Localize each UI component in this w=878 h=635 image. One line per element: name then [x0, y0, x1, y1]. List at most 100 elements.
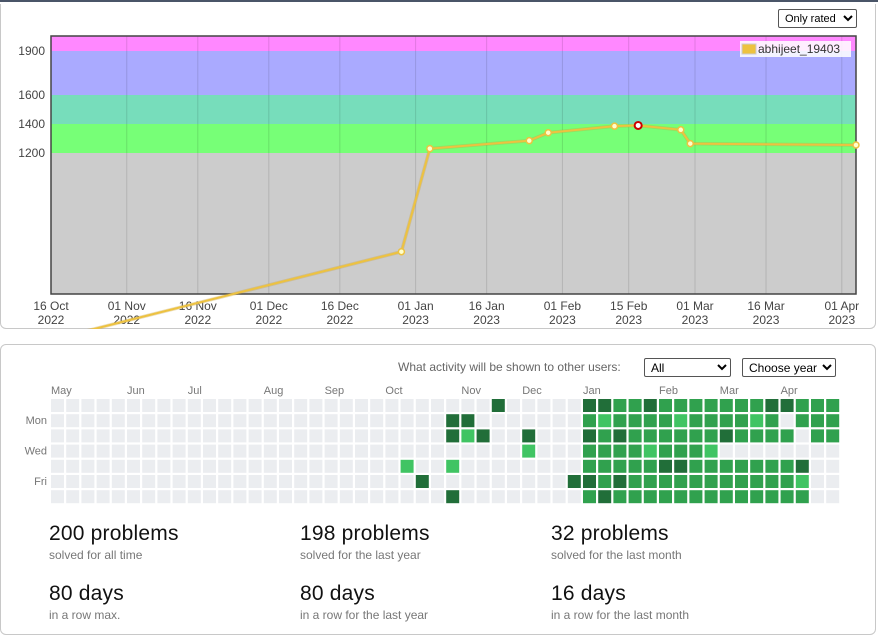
- x-tick-year-label: 2022: [38, 313, 65, 327]
- heatmap-day-cell: [66, 459, 80, 473]
- heatmap-day-cell: [218, 459, 232, 473]
- legend-swatch: [741, 43, 757, 55]
- heatmap-day-cell: [355, 399, 368, 412]
- heatmap-day-cell: [415, 459, 429, 473]
- heatmap-day-cell: [765, 475, 779, 488]
- legend-label: abhijeet_19403: [758, 42, 840, 56]
- heatmap-day-cell: [765, 444, 779, 458]
- heatmap-day-cell: [461, 459, 475, 473]
- heatmap-day-cell: [279, 414, 292, 428]
- heatmap-day-label: Wed: [25, 446, 47, 458]
- heatmap-day-cell: [583, 429, 596, 443]
- heatmap-day-cell: [248, 399, 262, 412]
- stat-value: 32 problems: [551, 522, 669, 545]
- rating-band: [51, 36, 856, 51]
- heatmap-day-cell: [491, 475, 505, 488]
- heatmap-day-cell: [309, 429, 323, 443]
- heatmap-day-cell: [324, 459, 338, 473]
- heatmap-day-cell: [446, 399, 460, 412]
- heatmap-day-cell: [400, 399, 414, 412]
- heatmap-day-cell: [248, 459, 262, 473]
- visibility-select[interactable]: All: [644, 358, 731, 377]
- heatmap-day-cell: [81, 414, 95, 428]
- heatmap-day-cell: [537, 490, 551, 504]
- heatmap-day-cell: [248, 429, 262, 443]
- heatmap-day-cell: [294, 399, 308, 412]
- stat-streak-max: 80 days in a row max.: [49, 582, 124, 622]
- heatmap-month-label: Mar: [720, 385, 739, 397]
- heatmap-day-cell: [719, 414, 733, 428]
- heatmap-day-cell: [66, 444, 80, 458]
- stat-caption: in a row for the last year: [300, 608, 429, 622]
- heatmap-day-cell: [491, 429, 505, 443]
- heatmap-day-cell: [750, 414, 764, 428]
- heatmap-month-label: Jan: [583, 385, 601, 397]
- heatmap-day-cell: [567, 475, 581, 488]
- heatmap-day-cell: [385, 414, 399, 428]
- heatmap-day-cell: [81, 459, 95, 473]
- heatmap-day-cell: [157, 414, 171, 428]
- heatmap-day-cell: [355, 429, 368, 443]
- heatmap-day-cell: [643, 490, 657, 504]
- heatmap-day-cell: [659, 459, 672, 473]
- heatmap-day-cell: [522, 475, 536, 488]
- heatmap-day-cell: [659, 414, 672, 428]
- heatmap-day-cell: [735, 414, 748, 428]
- year-select[interactable]: Choose year: [742, 358, 836, 377]
- heatmap-day-cell: [811, 475, 824, 488]
- stat-value: 80 days: [300, 582, 375, 605]
- heatmap-day-cell: [446, 414, 460, 428]
- heatmap-day-cell: [355, 490, 368, 504]
- heatmap-day-cell: [142, 399, 156, 412]
- heatmap-day-cell: [719, 444, 733, 458]
- heatmap-day-cell: [476, 444, 490, 458]
- heatmap-day-cell: [400, 414, 414, 428]
- heatmap-day-cell: [750, 459, 764, 473]
- heatmap-day-cell: [66, 475, 80, 488]
- heatmap-day-cell: [476, 399, 490, 412]
- heatmap-day-cell: [203, 490, 216, 504]
- heatmap-day-cell: [552, 399, 566, 412]
- heatmap-day-cell: [263, 399, 277, 412]
- heatmap-day-cell: [583, 459, 596, 473]
- heatmap-day-cell: [294, 459, 308, 473]
- heatmap-day-cell: [96, 459, 110, 473]
- heatmap-day-cell: [811, 414, 824, 428]
- heatmap-day-cell: [613, 444, 627, 458]
- heatmap-day-cell: [81, 444, 95, 458]
- rated-filter-select[interactable]: Only rated: [778, 9, 857, 28]
- heatmap-day-cell: [415, 475, 429, 488]
- stat-caption: solved for all time: [49, 548, 143, 562]
- heatmap-day-cell: [218, 444, 232, 458]
- heatmap-day-cell: [157, 399, 171, 412]
- heatmap-day-cell: [415, 414, 429, 428]
- heatmap-day-cell: [476, 414, 490, 428]
- stat-value: 200 problems: [49, 522, 179, 545]
- heatmap-day-cell: [309, 490, 323, 504]
- heatmap-day-cell: [400, 475, 414, 488]
- heatmap-day-cell: [248, 414, 262, 428]
- heatmap-day-cell: [263, 475, 277, 488]
- heatmap-day-cell: [552, 490, 566, 504]
- heatmap-day-cell: [263, 490, 277, 504]
- heatmap-day-cell: [233, 414, 247, 428]
- heatmap-day-cell: [507, 444, 520, 458]
- x-tick-year-label: 2023: [549, 313, 576, 327]
- heatmap-day-cell: [339, 490, 353, 504]
- heatmap-day-cell: [613, 475, 627, 488]
- heatmap-day-cell: [507, 429, 520, 443]
- heatmap-day-cell: [476, 490, 490, 504]
- heatmap-day-cell: [66, 399, 80, 412]
- heatmap-day-cell: [339, 399, 353, 412]
- heatmap-day-cell: [735, 444, 748, 458]
- heatmap-day-cell: [81, 490, 95, 504]
- heatmap-day-cell: [643, 414, 657, 428]
- heatmap-day-cell: [263, 429, 277, 443]
- rating-point: [610, 122, 619, 130]
- x-tick-label: 01 Nov: [108, 299, 146, 313]
- x-tick-label: 01 Feb: [544, 299, 582, 313]
- activity-panel: What activity will be shown to other use…: [0, 344, 876, 635]
- heatmap-day-cell: [765, 459, 779, 473]
- heatmap-day-cell: [598, 399, 612, 412]
- x-tick-label: 15 Feb: [610, 299, 648, 313]
